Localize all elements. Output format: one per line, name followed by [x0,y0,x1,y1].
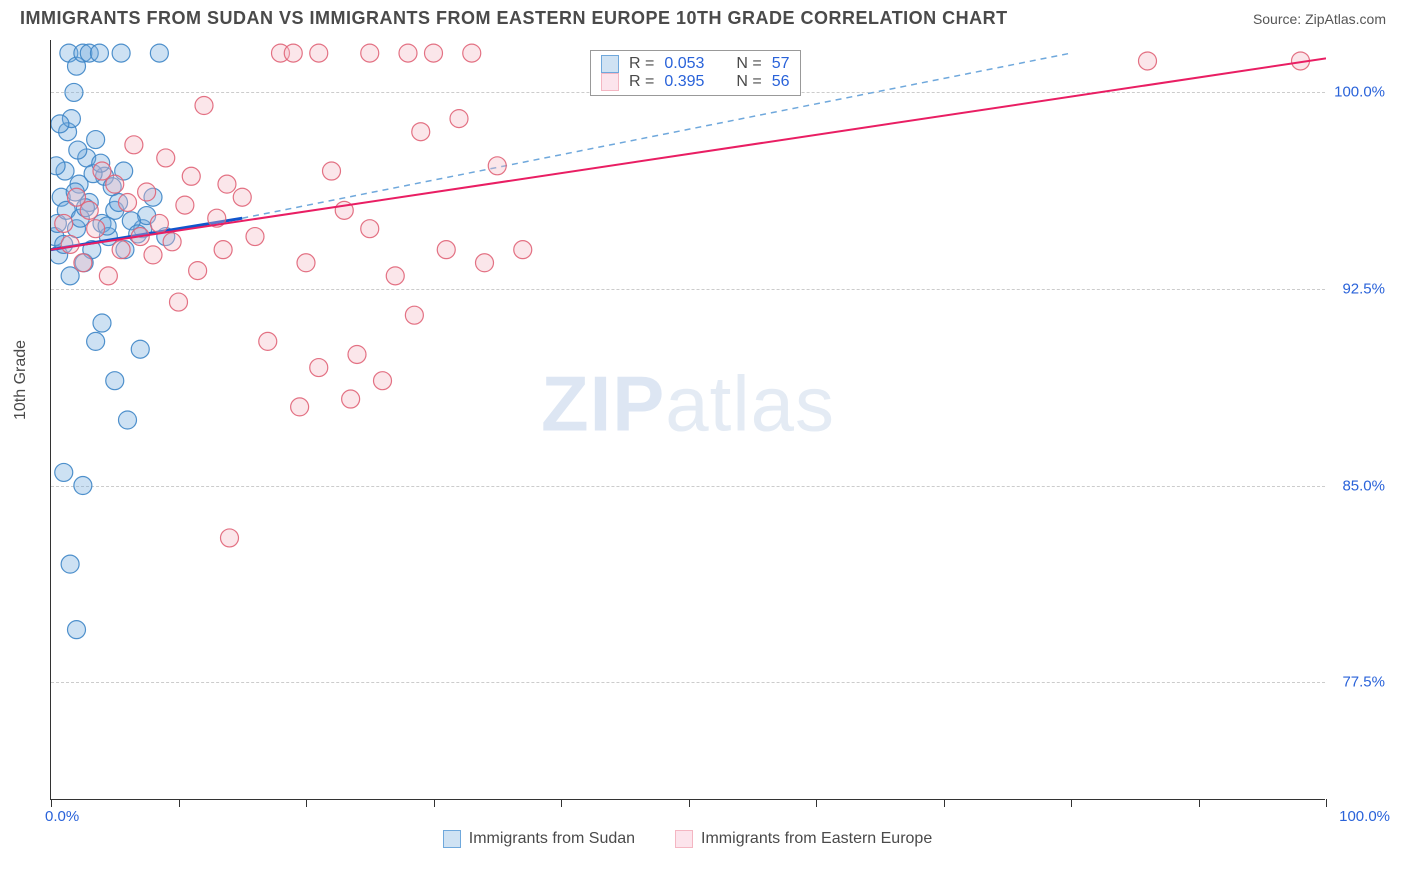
plot-area: ZIPatlas 77.5%85.0%92.5%100.0% [50,40,1325,800]
xtick [1071,799,1072,807]
xtick [944,799,945,807]
legend-label: Immigrants from Eastern Europe [701,830,932,848]
scatter-svg [51,40,1326,800]
xtick [306,799,307,807]
ytick-label: 92.5% [1330,280,1385,297]
legend: Immigrants from Sudan Immigrants from Eas… [50,830,1325,848]
chart-container: ZIPatlas 77.5%85.0%92.5%100.0% R =0.053N… [50,40,1390,830]
ytick-label: 77.5% [1330,674,1385,691]
ytick-label: 85.0% [1330,477,1385,494]
x-max-label: 100.0% [1339,808,1390,825]
xtick [689,799,690,807]
xtick [1326,799,1327,807]
legend-item: Immigrants from Eastern Europe [675,830,932,848]
chart-title: IMMIGRANTS FROM SUDAN VS IMMIGRANTS FROM… [20,8,1008,29]
correlation-stats-box: R =0.053N =57R =0.395N =56 [590,50,801,96]
xtick [179,799,180,807]
legend-swatch [443,830,461,848]
legend-item: Immigrants from Sudan [443,830,635,848]
xtick [561,799,562,807]
ytick-label: 100.0% [1330,84,1385,101]
legend-swatch [601,73,619,91]
stats-row: R =0.053N =57 [601,55,790,73]
xtick [434,799,435,807]
xtick [816,799,817,807]
source-attribution: Source: ZipAtlas.com [1253,11,1386,27]
legend-swatch [601,55,619,73]
xtick [1199,799,1200,807]
legend-label: Immigrants from Sudan [469,830,635,848]
x-min-label: 0.0% [45,808,79,825]
y-axis-label: 10th Grade [12,340,30,420]
xtick [51,799,52,807]
stats-row: R =0.395N =56 [601,73,790,91]
legend-swatch [675,830,693,848]
